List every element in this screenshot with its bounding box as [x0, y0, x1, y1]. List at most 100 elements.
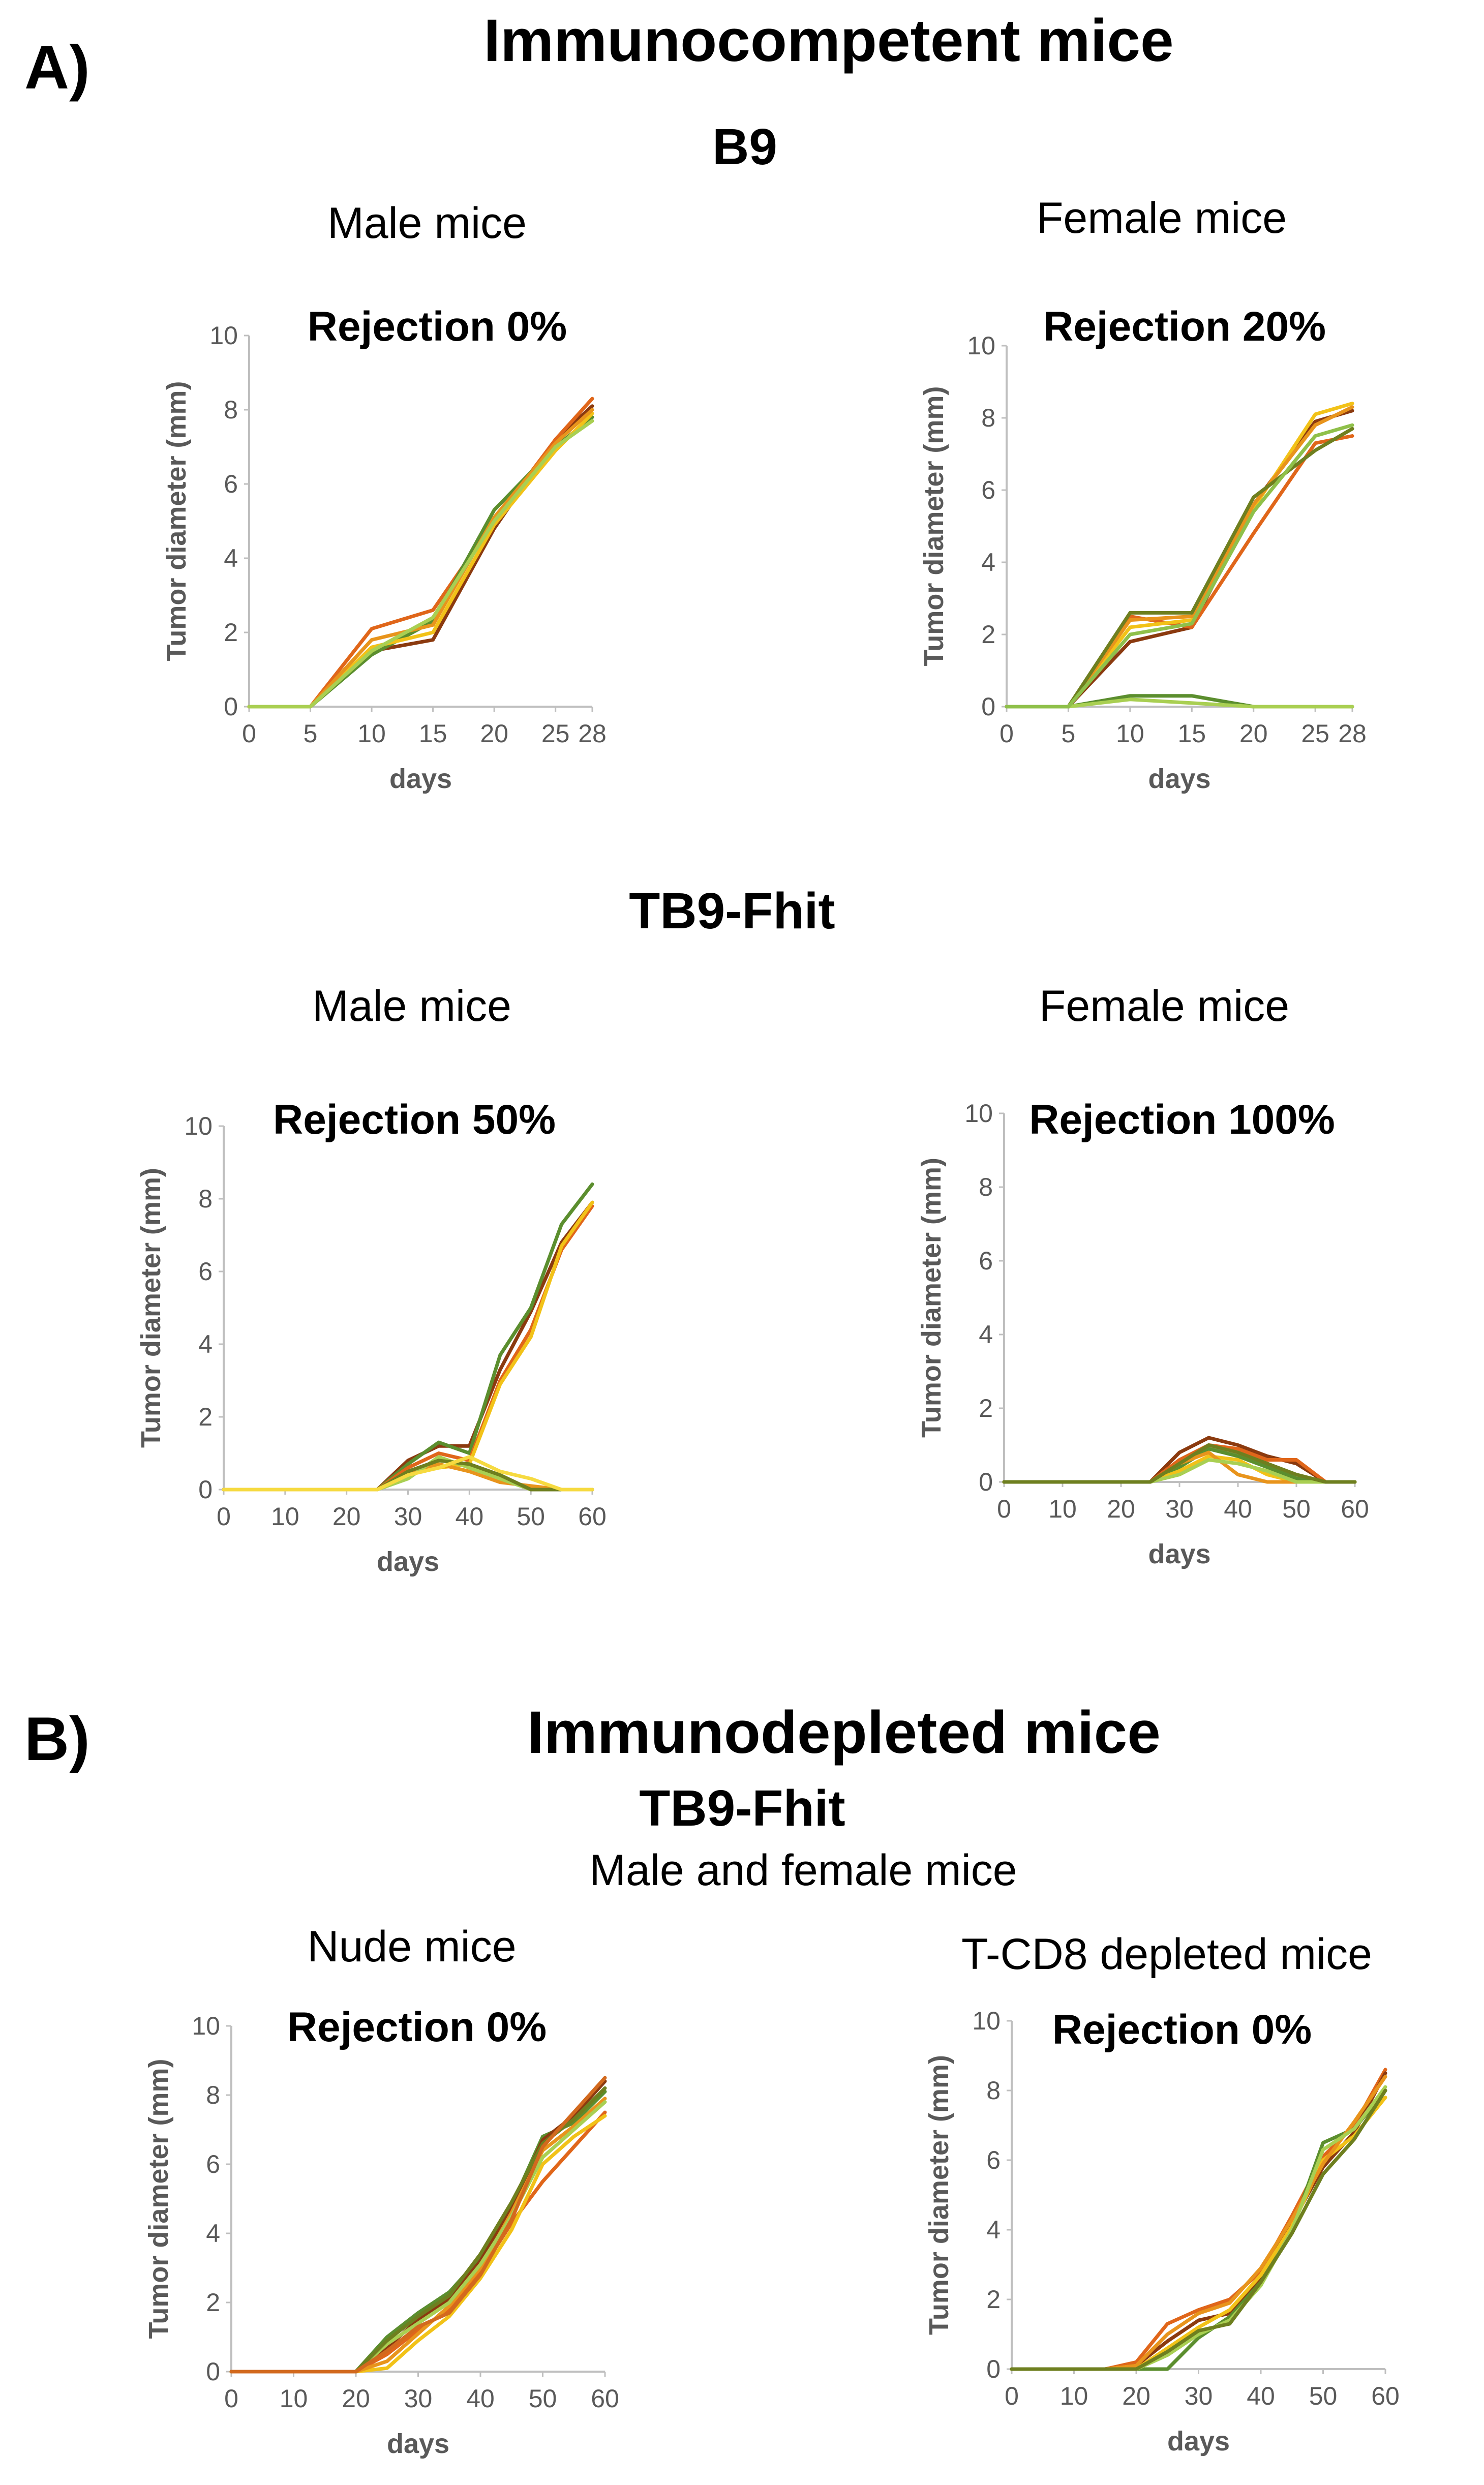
- nude-x-tick-label: 30: [404, 2384, 433, 2413]
- nude-x-tick-label: 40: [466, 2384, 495, 2413]
- cd8-y-axis-label: Tumor diameter (mm): [924, 2055, 954, 2335]
- b9-male-y-axis-label: Tumor diameter (mm): [161, 381, 192, 661]
- b9-female-y-tick-label: 4: [981, 548, 995, 577]
- tb9-female-x-tick-label: 10: [1048, 1495, 1077, 1523]
- nude-y-tick-label: 2: [206, 2288, 220, 2317]
- panel-b-letter: B): [24, 1704, 90, 1773]
- tb9-male-x-tick-label: 40: [456, 1502, 484, 1531]
- nude-y-axis-label: Tumor diameter (mm): [143, 2058, 174, 2339]
- cd8-x-tick-label: 0: [1005, 2382, 1019, 2410]
- male-and-female-caption: Male and female mice: [589, 1846, 1017, 1895]
- b9-female-x-tick-label: 15: [1177, 719, 1206, 748]
- cd8-x-tick-label: 40: [1247, 2382, 1275, 2410]
- tb9-male-x-tick-label: 50: [517, 1502, 545, 1531]
- b9-male-x-axis-label: days: [389, 764, 452, 794]
- panel-a-letter: A): [24, 33, 90, 102]
- tb9-female-y-tick-label: 4: [979, 1320, 993, 1349]
- tb9-female-y-tick-label: 0: [979, 1468, 993, 1496]
- nude-x-axis-label: days: [387, 2429, 449, 2459]
- b9-male-x-tick-label: 25: [541, 719, 570, 748]
- tb9-male-caption: Male mice: [312, 982, 511, 1031]
- tb9-female-x-axis-label: days: [1148, 1539, 1210, 1569]
- b9-male-y-tick-label: 4: [224, 544, 238, 572]
- tb9-female-series-line-7: [1002, 1443, 1357, 1484]
- panel-a-heading: Immunocompetent mice: [483, 7, 1174, 74]
- b9-male-chart-title: Rejection 0%: [308, 304, 567, 350]
- b9-male-x-tick-label: 20: [480, 719, 508, 748]
- tb9-fhit-title: TB9-Fhit: [629, 883, 835, 940]
- b9-female-y-tick-label: 8: [981, 404, 995, 432]
- b9-female-series-line-8: [1005, 423, 1354, 709]
- tb9-male-y-tick-label: 6: [198, 1257, 213, 1286]
- b9-male-x-tick-label: 15: [419, 719, 447, 748]
- tb9-male-series-line-3: [222, 1204, 594, 1492]
- nude-chart-title: Rejection 0%: [287, 2004, 547, 2050]
- nude-x-tick-label: 50: [529, 2384, 557, 2413]
- b9-female-series-line-2: [1005, 434, 1354, 709]
- b9-female-y-tick-label: 6: [981, 476, 995, 504]
- tb9-female-caption: Female mice: [1039, 982, 1290, 1031]
- cd8-x-tick-label: 30: [1185, 2382, 1213, 2410]
- b9-male-y-tick-label: 10: [209, 321, 238, 350]
- b9-female-caption: Female mice: [1036, 194, 1287, 243]
- b9-male-y-tick-label: 0: [224, 692, 238, 721]
- cd8-series-line-2: [1010, 2071, 1387, 2371]
- panel-b-heading: Immunodepleted mice: [527, 1699, 1161, 1766]
- cd8-series-line-1: [1010, 2068, 1387, 2371]
- b9-female-x-tick-label: 5: [1062, 719, 1076, 748]
- b9-male-x-tick-label: 10: [357, 719, 386, 748]
- b9-female-x-tick-label: 10: [1116, 719, 1144, 748]
- tb9-female-x-tick-label: 30: [1165, 1495, 1194, 1523]
- b9-male-x-tick-label: 28: [578, 719, 607, 748]
- tb9-male-series-line-1: [222, 1200, 594, 1492]
- cd8-x-tick-label: 50: [1309, 2382, 1338, 2410]
- b9-female-series-line-7: [1005, 427, 1354, 709]
- b9-female-x-axis-label: days: [1148, 764, 1210, 794]
- tb9-female-y-tick-label: 2: [979, 1394, 993, 1422]
- nude-y-tick-label: 0: [206, 2357, 220, 2386]
- b9-title: B9: [712, 118, 777, 175]
- b9-male-series-line-6: [247, 419, 594, 709]
- cd8-x-tick-label: 20: [1122, 2382, 1150, 2410]
- tb9-male-y-tick-label: 8: [198, 1185, 213, 1213]
- b9-male-y-tick-label: 8: [224, 396, 238, 424]
- b9-female-y-tick-label: 10: [967, 331, 995, 360]
- tb9-male-y-tick-label: 4: [198, 1330, 213, 1358]
- cd8-x-tick-label: 10: [1060, 2382, 1088, 2410]
- cd8-y-tick-label: 8: [986, 2076, 1001, 2105]
- cd8-chart-title: Rejection 0%: [1052, 2007, 1312, 2053]
- tb9-male-chart-title: Rejection 50%: [273, 1097, 556, 1143]
- nude-x-tick-label: 20: [342, 2384, 370, 2413]
- b9-male-caption: Male mice: [327, 199, 527, 248]
- tb9-male-y-tick-label: 10: [184, 1112, 213, 1140]
- b9-female-x-tick-label: 0: [1000, 719, 1014, 748]
- tb9-female-y-tick-label: 6: [979, 1247, 993, 1275]
- nude-y-tick-label: 6: [206, 2150, 220, 2178]
- tb9-female-y-tick-label: 8: [979, 1173, 993, 1201]
- tb9-female-y-tick-label: 10: [964, 1099, 993, 1128]
- tb9-male-x-tick-label: 10: [271, 1502, 299, 1531]
- b9-male-x-tick-label: 5: [304, 719, 318, 748]
- tb9-female-x-tick-label: 40: [1224, 1495, 1252, 1523]
- tb9-male-y-axis-label: Tumor diameter (mm): [136, 1168, 166, 1448]
- tb9-male-x-tick-label: 0: [217, 1502, 231, 1531]
- b9-female-y-tick-label: 2: [981, 620, 995, 649]
- tb9-male-series-line-4: [222, 1200, 594, 1492]
- cd8-x-axis-label: days: [1167, 2426, 1230, 2457]
- nude-y-tick-label: 4: [206, 2219, 220, 2248]
- b9-male-x-tick-label: 0: [242, 719, 256, 748]
- tb9-female-x-tick-label: 60: [1341, 1495, 1369, 1523]
- cd8-y-tick-label: 4: [986, 2216, 1001, 2244]
- cd8-y-tick-label: 10: [972, 2007, 1001, 2035]
- tb9-male-series-line-2: [222, 1182, 594, 1492]
- tb9-male-x-tick-label: 20: [332, 1502, 361, 1531]
- b9-male-y-tick-label: 6: [224, 470, 238, 498]
- tb9-male-x-tick-label: 30: [394, 1502, 422, 1531]
- b9-female-series-line-4: [1005, 402, 1354, 709]
- cd8-x-tick-label: 60: [1371, 2382, 1400, 2410]
- tb9-male-series-line-8: [222, 1455, 594, 1492]
- nude-caption: Nude mice: [307, 1922, 517, 1971]
- tb9-female-y-axis-label: Tumor diameter (mm): [916, 1158, 947, 1438]
- tb9-female-chart-title: Rejection 100%: [1029, 1097, 1335, 1143]
